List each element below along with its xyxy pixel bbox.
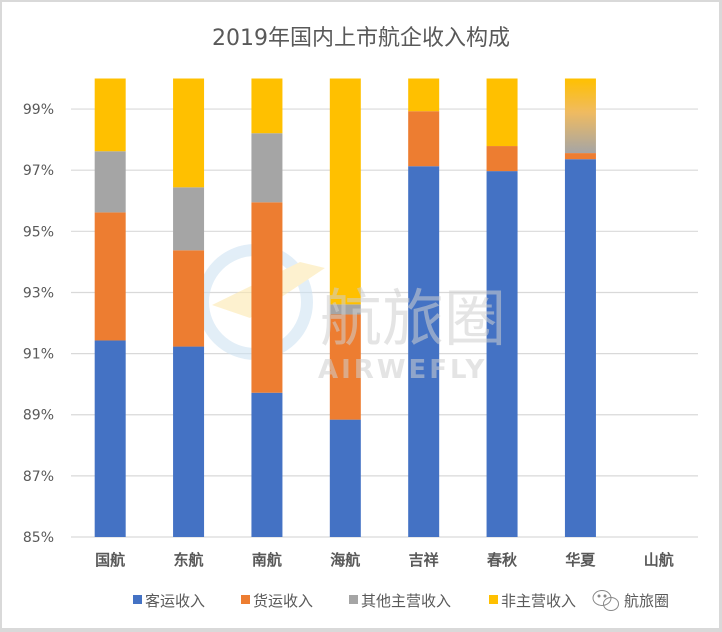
y-axis-tick-labels: 85% 87% 89% 91% 93% 95% 97% 99% (23, 102, 54, 546)
bar-segment (94, 340, 126, 537)
bar-stack (251, 78, 283, 537)
bar-segment (251, 202, 283, 393)
bar-segment (251, 78, 283, 134)
bar-segment (564, 78, 596, 154)
bar-segment (94, 151, 126, 213)
wechat-icon (592, 590, 619, 611)
bar-segment (408, 166, 440, 538)
bar-segment (173, 250, 205, 347)
bar-segment (94, 78, 126, 152)
footer-account-name: 航旅圈 (624, 592, 669, 610)
y-tick-label: 99% (23, 102, 54, 118)
bar-segment (408, 111, 440, 167)
bar-segment (251, 133, 283, 203)
bar-segment (486, 171, 518, 537)
footer-account: 航旅圈 (592, 590, 669, 611)
x-category-label: 国航 (95, 551, 125, 569)
y-tick-label: 91% (23, 347, 54, 363)
bar-segment (329, 304, 361, 315)
bar-segment (251, 392, 283, 537)
legend-label: 货运收入 (253, 592, 313, 610)
bar-stack (408, 78, 440, 538)
legend-item: 客运收入 (133, 592, 205, 610)
y-tick-label: 89% (23, 408, 54, 424)
legend-swatch (241, 595, 250, 604)
legend-swatch (133, 595, 142, 604)
y-tick-label: 93% (23, 285, 54, 301)
legend-label: 其他主营收入 (361, 592, 451, 610)
watermark-brand-cn: 航旅圈 (320, 282, 506, 355)
bar-segment (329, 419, 361, 537)
bar-segment (329, 314, 361, 420)
bar-segment (486, 146, 518, 172)
y-tick-label: 85% (23, 530, 54, 546)
legend-label: 客运收入 (145, 592, 205, 610)
bar-segment (408, 78, 440, 112)
y-tick-label: 87% (23, 469, 54, 485)
bars (94, 78, 596, 538)
y-tick-label: 97% (23, 163, 54, 179)
x-category-label: 山航 (644, 551, 674, 569)
x-category-label: 海航 (330, 551, 360, 569)
legend-swatch (349, 595, 358, 604)
bar-segment (486, 78, 518, 147)
chart-title: 2019年国内上市航企收入构成 (212, 26, 510, 51)
watermark-brand-en: AIRWEFLY (318, 355, 487, 385)
y-tick-label: 95% (23, 224, 54, 240)
bar-segment (329, 78, 361, 305)
bar-stack (486, 78, 518, 537)
bar-stack (564, 78, 596, 538)
legend-item: 其他主营收入 (349, 592, 451, 610)
bar-segment (173, 346, 205, 537)
legend-item: 非主营收入 (489, 592, 576, 610)
x-category-label: 吉祥 (409, 551, 439, 569)
x-axis-category-labels: 国航 东航 南航 海航 吉祥 春秋 华夏 山航 (95, 551, 674, 569)
x-category-label: 南航 (252, 551, 282, 569)
bar-stack (329, 78, 361, 537)
watermark-text: 航旅圈 AIRWEFLY (318, 282, 506, 385)
x-category-label: 春秋 (487, 551, 518, 569)
bar-stack (94, 78, 126, 537)
bar-segment (94, 212, 126, 341)
x-category-label: 东航 (174, 551, 204, 569)
legend: 客运收入 货运收入 其他主营收入 非主营收入 (133, 592, 576, 610)
legend-label: 非主营收入 (501, 592, 576, 610)
bar-segment (173, 187, 205, 251)
x-category-label: 华夏 (565, 551, 596, 569)
legend-item: 货运收入 (241, 592, 313, 610)
bar-segment (173, 78, 205, 188)
legend-swatch (489, 595, 498, 604)
bar-segment (564, 153, 596, 160)
bar-segment (564, 159, 596, 538)
bar-stack (173, 78, 205, 537)
